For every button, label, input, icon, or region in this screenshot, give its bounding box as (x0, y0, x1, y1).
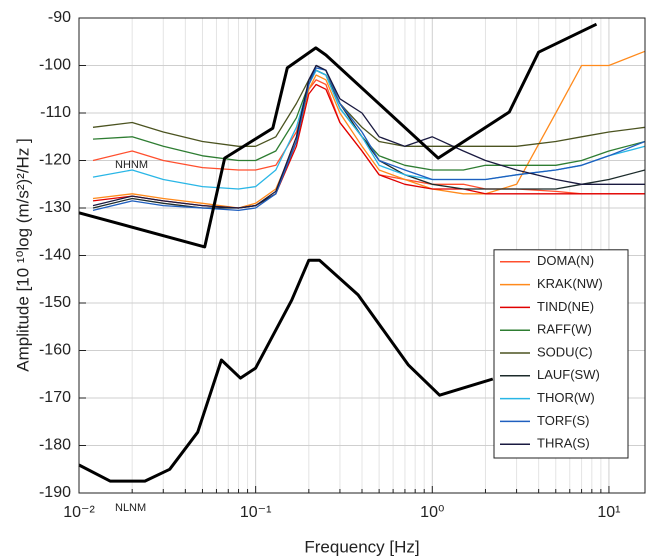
y-tick-label: -180 (39, 437, 71, 454)
y-tick-label: -120 (39, 152, 71, 169)
x-tick-label: 10⁻¹ (240, 504, 272, 521)
x-tick-label: 10¹ (597, 504, 620, 521)
x-tick-label: 10⁰ (420, 504, 444, 521)
legend-label: DOMA(N) (537, 253, 594, 268)
legend: DOMA(N) KRAK(NW) TIND(NE) RAFF(W) SODU(C) LAU… (493, 249, 629, 459)
y-tick-label: -90 (48, 9, 71, 26)
legend-label: SODU(C) (537, 344, 593, 359)
y-tick-label: -170 (39, 389, 71, 406)
y-axis-title: Amplitude [10 ¹⁰log (m/s²)²/Hz ] (13, 138, 32, 372)
y-tick-label: -190 (39, 484, 71, 501)
y-tick-label: -160 (39, 342, 71, 359)
annotation: NLNM (115, 502, 146, 514)
noise-model-line (78, 258, 494, 483)
plot-area (78, 22, 646, 483)
legend-label: THRA(S) (537, 436, 590, 451)
legend-label: RAFF(W) (537, 322, 592, 337)
legend-label: TIND(NE) (537, 299, 594, 314)
y-tick-label: -150 (39, 294, 71, 311)
noise-model-line (78, 22, 598, 249)
x-tick-label: 10⁻² (63, 504, 95, 521)
y-tick-label: -110 (40, 104, 71, 121)
legend-label: KRAK(NW) (537, 276, 603, 291)
series-line (92, 50, 646, 209)
legend-label: THOR(W) (537, 390, 595, 405)
y-tick-label: -100 (39, 57, 71, 74)
legend-label: LAUF(SW) (537, 367, 600, 382)
axes: 10⁻² 10⁻¹ 10⁰ 10¹ -190 -180 -170 -160 -150 -140 -1… (39, 9, 621, 521)
series-line (92, 64, 645, 209)
x-axis-title: Frequency [Hz] (304, 537, 419, 556)
y-tick-label: -130 (39, 199, 71, 216)
legend-label: TORF(S) (537, 413, 589, 428)
annotation: NHNM (115, 159, 148, 171)
y-tick-label: -140 (39, 247, 71, 264)
